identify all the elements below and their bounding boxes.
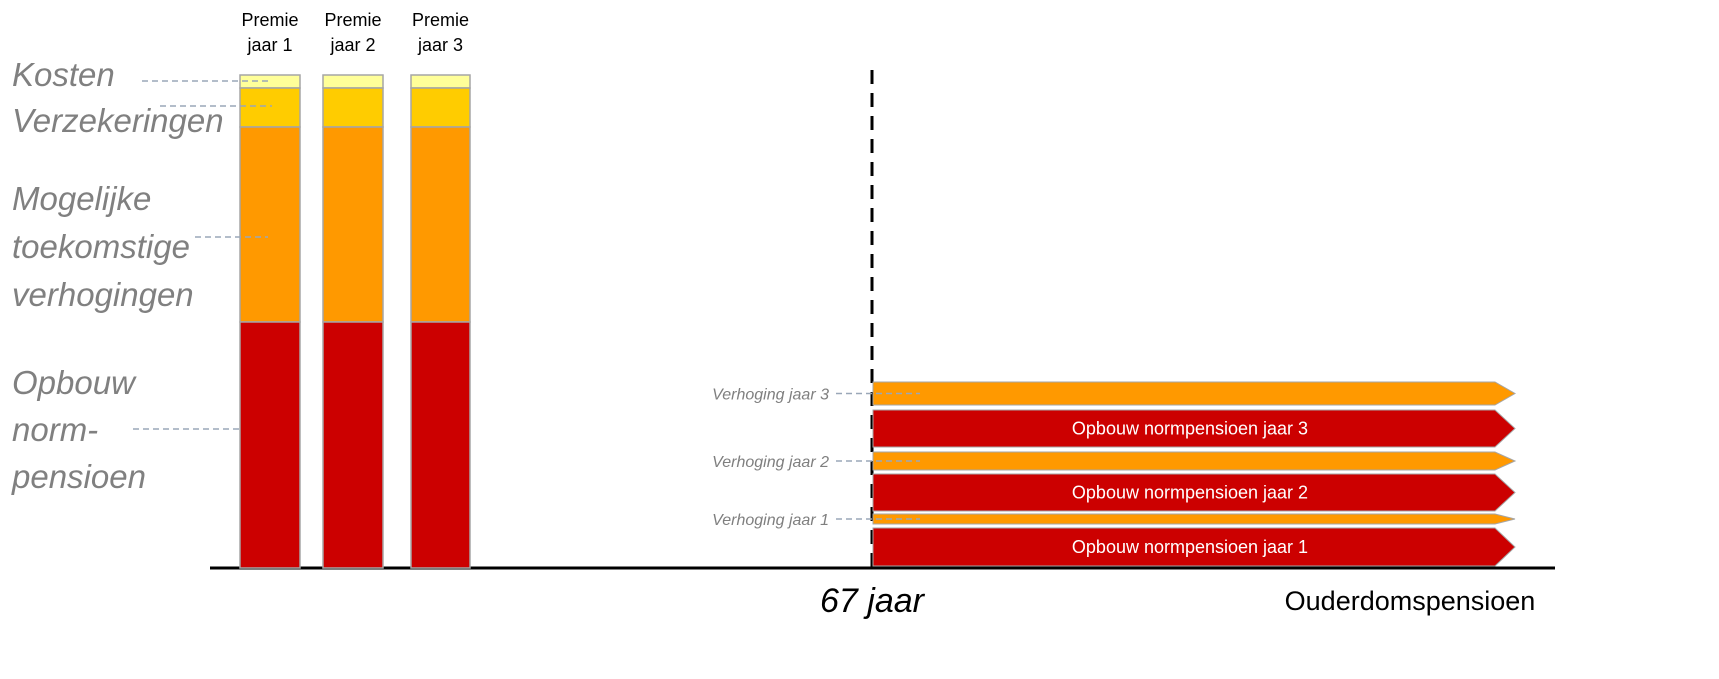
opbouw-label: Opbouw normpensioen jaar 1 <box>1072 537 1308 557</box>
column-segment <box>322 321 384 569</box>
column-segment <box>322 87 384 128</box>
column-segment <box>322 126 384 323</box>
legend-label: norm- <box>12 411 98 448</box>
legend-label: Opbouw <box>12 364 137 401</box>
column-segment <box>410 321 471 569</box>
verhoging-label: Verhoging jaar 2 <box>712 454 829 471</box>
column-label: Premie <box>241 10 298 30</box>
opbouw-label: Opbouw normpensioen jaar 3 <box>1072 419 1308 439</box>
arrow-bar <box>872 513 1516 525</box>
column-segment <box>322 74 384 89</box>
legend-label: toekomstige <box>12 228 190 265</box>
column-segment <box>239 87 301 128</box>
column-segment <box>410 87 471 128</box>
legend-label: Kosten <box>12 56 115 93</box>
legend-label: pensioen <box>11 458 146 495</box>
arrow-bar <box>872 409 1516 448</box>
arrow-bar <box>872 473 1516 512</box>
legend-label: Verzekeringen <box>12 102 224 139</box>
column-label: jaar 3 <box>417 35 463 55</box>
legend-label: verhogingen <box>12 276 194 313</box>
arrow-bar <box>872 451 1517 471</box>
opbouw-label: Opbouw normpensioen jaar 2 <box>1072 483 1308 503</box>
verhoging-label: Verhoging jaar 1 <box>712 512 829 529</box>
age-marker: 67 jaar <box>820 582 926 620</box>
column-segment <box>239 74 301 89</box>
column-segment <box>410 126 471 323</box>
column-label: jaar 2 <box>329 35 375 55</box>
column-segment <box>410 74 471 89</box>
column-label: Premie <box>324 10 381 30</box>
verhoging-label: Verhoging jaar 3 <box>712 387 829 404</box>
column-label: jaar 1 <box>246 35 292 55</box>
column-segment <box>239 126 301 323</box>
column-segment <box>239 321 301 569</box>
axis-label: Ouderdomspensioen <box>1285 586 1536 616</box>
arrow-bar <box>872 381 1517 406</box>
column-label: Premie <box>412 10 469 30</box>
arrow-bar <box>872 527 1516 567</box>
legend-label: Mogelijke <box>12 180 151 217</box>
